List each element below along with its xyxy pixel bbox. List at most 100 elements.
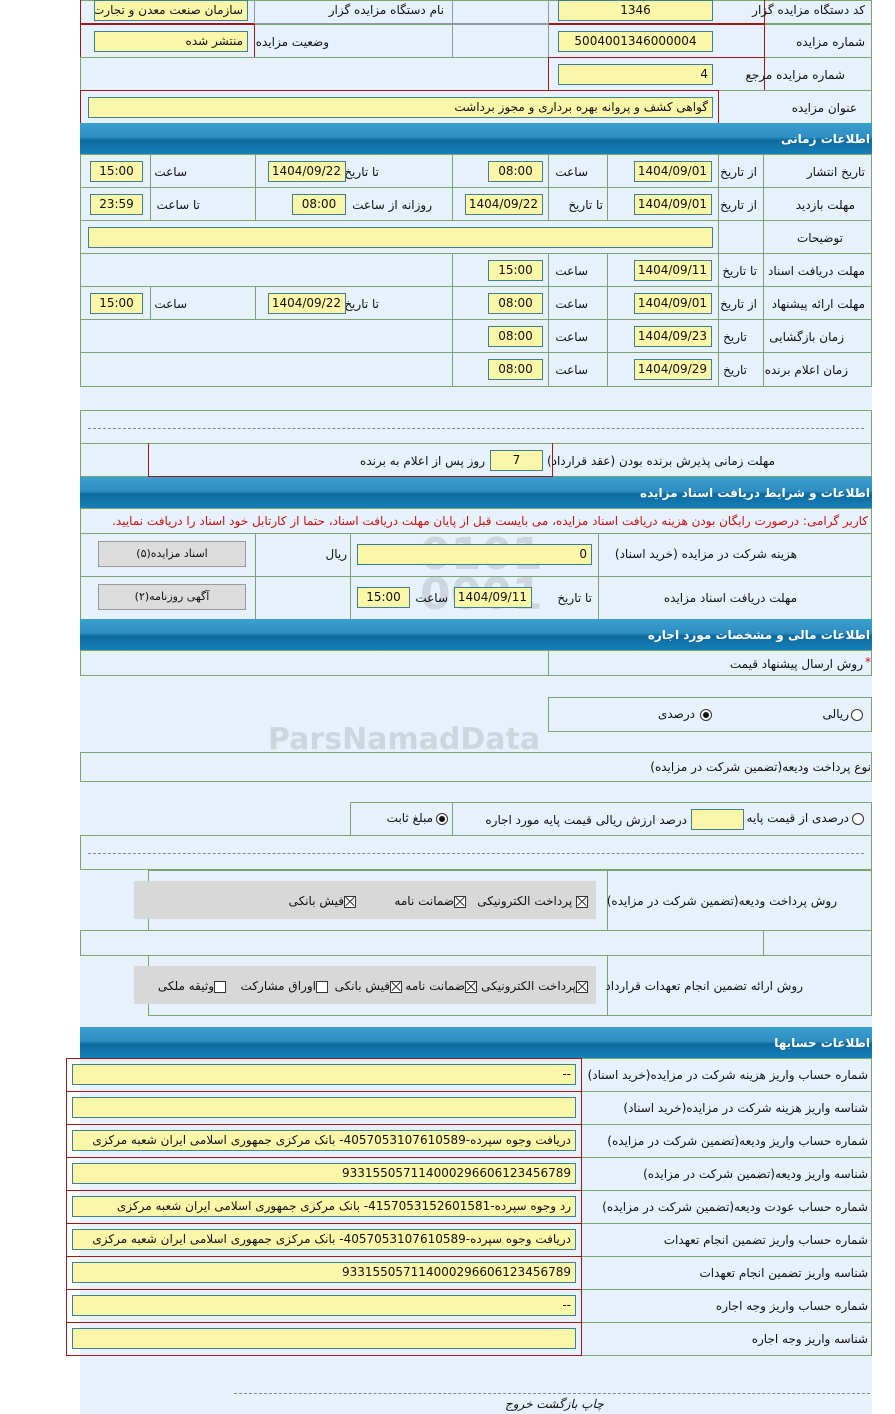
print-link[interactable]: چاپ [581,1397,604,1411]
org-code-field[interactable]: 1346 [558,0,713,21]
checkbox[interactable] [344,895,356,908]
fixed-amount-label: مبلغ ثابت [386,811,433,825]
hour-label: ساعت [555,297,588,311]
section-title: اطلاعات و شرایط دریافت اسناد مزایده [639,486,870,500]
fee-label: هزینه شرکت در مزایده (خرید اسناد) [614,547,797,561]
account-value-field[interactable] [72,1097,576,1118]
winner-time[interactable]: 08:00 [488,359,543,380]
account-value-field[interactable]: رد وجوه سپرده-4157053152601581- بانک مرک… [72,1196,576,1217]
publish-to-time[interactable]: 15:00 [90,161,143,182]
acceptance-days[interactable]: 7 [490,450,543,471]
org-code-label: کد دستگاه مزایده گزار [752,3,865,17]
date-label: تاریخ [723,363,747,377]
hour-label: ساعت [415,591,448,605]
guarantee-method-guarantee[interactable]: ضمانت نامه [405,976,477,996]
account-value-field[interactable]: 933155057114000296606123456789 [72,1163,576,1184]
offer-to-date[interactable]: 1404/09/22 [268,293,346,314]
docs-deadline-time[interactable]: 15:00 [357,587,410,608]
org-name-field[interactable]: سازمان صنعت معدن و تجارت [94,0,248,21]
org-name-label: نام دستگاه مزایده گزار [328,3,444,17]
guarantee-method-bonds[interactable]: اوراق مشارکت [241,976,328,996]
auction-no-field[interactable]: 5004001346000004 [558,31,713,52]
account-value-field[interactable]: دریافت وجوه سپرده-4057053107610589- بانک… [72,1229,576,1250]
account-label: شناسه واریز تضمین انجام تعهدات [699,1266,869,1280]
percent-radio[interactable] [700,709,712,721]
hour-label: ساعت [555,363,588,377]
auction-docs-button[interactable]: اسناد مزایده(۵) [98,541,246,567]
account-value-field[interactable]: 933155057114000296606123456789 [72,1262,576,1283]
checkbox[interactable] [465,980,477,993]
newspaper-ad-button[interactable]: آگهی روزنامه(۲) [98,584,246,610]
publish-to-date[interactable]: 1404/09/22 [268,161,346,182]
publish-from-time[interactable]: 08:00 [488,161,543,182]
divider [80,220,872,221]
percent-of-base-radio[interactable] [852,813,864,825]
notes-field[interactable] [88,227,713,248]
offer-from-date[interactable]: 1404/09/01 [634,293,712,314]
deposit-methods-box: پرداخت الکترونیکی ضمانت نامه فیش بانکی [134,881,596,919]
account-value-field[interactable]: دریافت وجوه سپرده-4057053107610589- بانک… [72,1130,576,1151]
fee-field[interactable]: 0 [357,544,592,565]
guarantee-method-bank-slip[interactable]: فیش بانکی [335,976,402,996]
divider [80,253,872,254]
divider [80,187,872,188]
divider [255,154,256,220]
account-value-field[interactable] [72,1328,576,1349]
ref-no-field[interactable]: 4 [558,64,713,85]
doc-deadline-time[interactable]: 15:00 [488,260,543,281]
divider [150,286,151,319]
publish-from-date[interactable]: 1404/09/01 [634,161,712,182]
checkbox[interactable] [576,980,588,993]
guarantee-method-property[interactable]: وثیقه ملکی [158,976,226,996]
winner-date[interactable]: 1404/09/29 [634,359,712,380]
doc-deadline-date[interactable]: 1404/09/11 [634,260,712,281]
visit-from-time[interactable]: 08:00 [292,194,346,215]
deposit-method-bank-slip[interactable]: فیش بانکی [289,891,356,911]
winner-label: زمان اعلام برنده [764,363,848,377]
checkbox[interactable] [390,980,402,993]
deposit-method-electronic[interactable]: پرداخت الکترونیکی [477,891,588,911]
docs-deadline-date[interactable]: 1404/09/11 [454,587,532,608]
opening-time[interactable]: 08:00 [488,326,543,347]
docs-notice: کاربر گرامی: درصورت رایگان بودن هزینه در… [112,514,868,528]
exit-link[interactable]: خروج [505,1397,533,1411]
hour-label: ساعت [154,297,187,311]
checkbox[interactable] [454,895,466,908]
guarantee-method-electronic[interactable]: پرداخت الکترونیکی [481,976,588,996]
rial-radio[interactable] [851,709,863,721]
divider [350,533,351,620]
offer-to-time[interactable]: 15:00 [90,293,143,314]
status-field[interactable]: منتشر شده [94,31,248,52]
section-title: اطلاعات زمانی [781,132,870,146]
checkbox[interactable] [214,980,226,993]
option-label: اوراق مشارکت [240,979,316,993]
percent-of-base-label: درصدی از قیمت پایه [746,811,849,825]
visit-to-date[interactable]: 1404/09/22 [465,194,543,215]
checkbox[interactable] [576,895,588,908]
hour-label: ساعت [555,330,588,344]
date-label: تاریخ [723,330,747,344]
title-field[interactable]: گواهی کشف و پروانه بهره برداری و مجوز بر… [88,97,713,118]
offer-from-time[interactable]: 08:00 [488,293,543,314]
account-value-field[interactable]: -- [72,1295,576,1316]
opening-date[interactable]: 1404/09/23 [634,326,712,347]
required-mark: * [865,655,871,669]
offer-label: مهلت ارائه پیشنهاد [771,297,865,311]
hour-label: ساعت [154,165,187,179]
divider [763,930,764,956]
deposit-methods-label: روش پرداخت ودیعه(تضمین شرکت در مزایده) [606,894,837,908]
divider [80,352,872,353]
account-value-field[interactable]: -- [72,1064,576,1085]
percent-value-field[interactable] [691,809,744,830]
fixed-amount-radio[interactable] [436,813,448,825]
visit-from-date[interactable]: 1404/09/01 [634,194,712,215]
checkbox[interactable] [316,980,328,993]
divider [607,253,608,387]
section-header-accounts: اطلاعات حسابها [80,1027,872,1058]
visit-to-time[interactable]: 23:59 [90,194,143,215]
to-date-label: تا تاریخ [344,297,379,311]
account-label: شماره حساب عودت ودیعه(تضمین شرکت در مزای… [602,1200,868,1214]
deposit-method-guarantee[interactable]: ضمانت نامه [394,891,466,911]
back-link[interactable]: بازگشت [536,1397,578,1411]
divider [80,286,872,287]
